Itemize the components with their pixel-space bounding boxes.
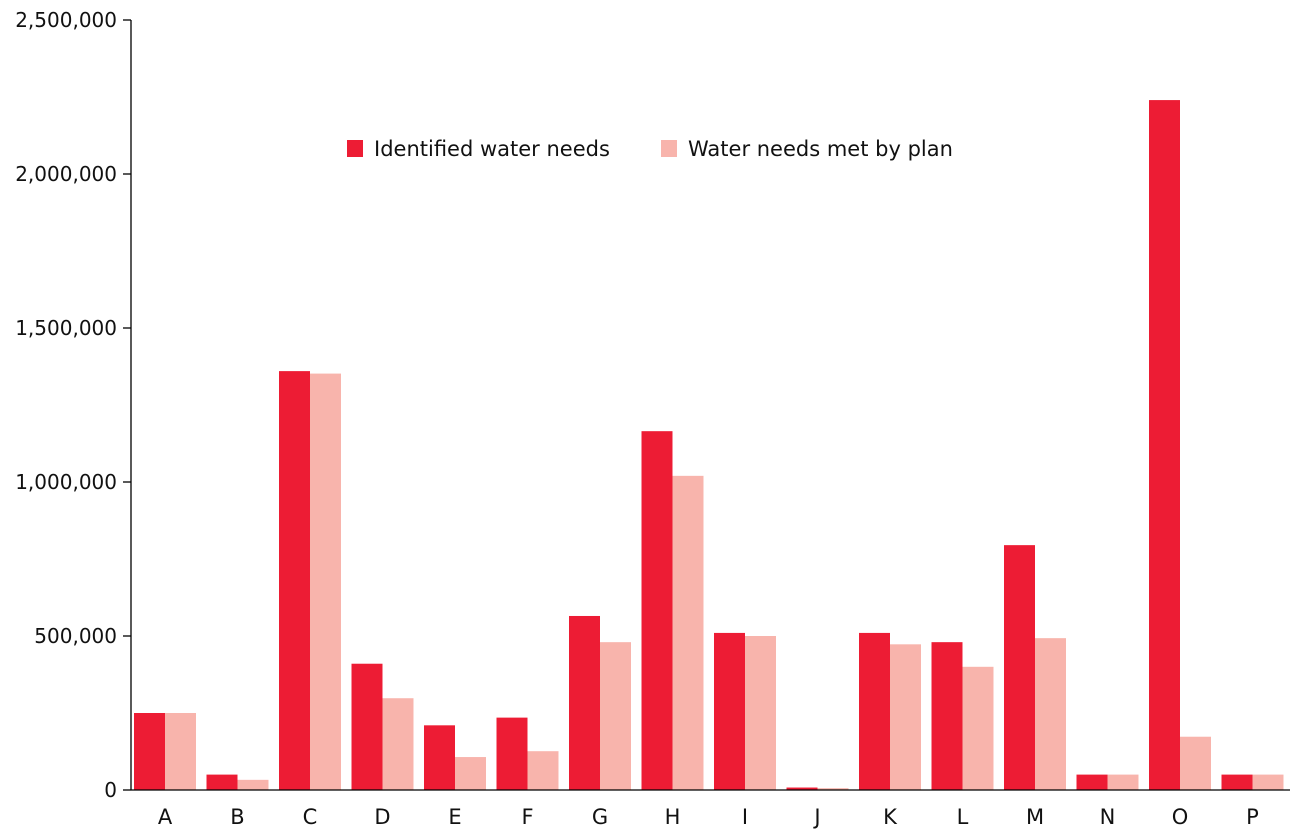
x-tick-label: O xyxy=(1172,805,1189,829)
y-tick-label: 1,000,000 xyxy=(15,470,117,494)
bar-J-series-0 xyxy=(786,787,818,790)
x-tick-label: L xyxy=(957,805,969,829)
bar-L-series-1 xyxy=(962,666,994,790)
bar-C-series-0 xyxy=(279,371,310,790)
x-tick-label: K xyxy=(883,805,898,829)
bar-I-series-1 xyxy=(745,636,776,790)
x-tick-label: J xyxy=(812,805,820,829)
y-tick-label: 2,000,000 xyxy=(15,162,117,186)
bar-K-series-0 xyxy=(859,632,890,790)
bar-H-series-0 xyxy=(641,431,673,790)
bar-F-series-0 xyxy=(496,717,528,790)
x-tick-label: P xyxy=(1246,805,1259,829)
y-tick-label: 0 xyxy=(104,778,117,802)
bar-J-series-1 xyxy=(817,788,849,790)
legend: Identified water needs Water needs met by… xyxy=(347,137,953,161)
bar-group xyxy=(134,100,1284,790)
bar-K-series-1 xyxy=(890,644,921,790)
x-axis-labels: A B C D E F G H I J K L M N O P xyxy=(158,805,1259,829)
legend-swatch xyxy=(661,140,677,157)
bar-M-series-1 xyxy=(1035,638,1066,790)
bar-C-series-1 xyxy=(310,373,341,790)
bar-I-series-0 xyxy=(714,632,745,790)
legend-label: Identified water needs xyxy=(374,137,610,161)
x-tick-label: D xyxy=(374,805,390,829)
bar-L-series-0 xyxy=(931,642,963,790)
bar-N-series-0 xyxy=(1076,774,1108,790)
x-tick-label: N xyxy=(1100,805,1116,829)
bar-B-series-0 xyxy=(206,774,238,790)
bar-O-series-0 xyxy=(1149,100,1180,790)
y-tick-label: 1,500,000 xyxy=(15,316,117,340)
bar-G-series-1 xyxy=(600,642,631,790)
bar-F-series-1 xyxy=(527,751,559,790)
bar-O-series-1 xyxy=(1180,736,1211,790)
bar-E-series-1 xyxy=(455,757,486,790)
x-tick-label: F xyxy=(521,805,533,829)
bar-N-series-1 xyxy=(1107,774,1139,790)
bar-D-series-0 xyxy=(351,663,383,790)
x-tick-label: G xyxy=(592,805,608,829)
bar-P-series-0 xyxy=(1221,774,1253,790)
bar-A-series-0 xyxy=(134,713,165,790)
bar-M-series-0 xyxy=(1004,545,1035,790)
bar-B-series-1 xyxy=(237,779,269,790)
bar-H-series-1 xyxy=(672,475,704,790)
bar-G-series-0 xyxy=(569,615,600,790)
legend-swatch xyxy=(347,140,363,157)
y-axis-ticks: 0 500,000 1,000,000 1,500,000 2,000,000 2,500… xyxy=(15,8,131,802)
y-tick-label: 500,000 xyxy=(34,624,117,648)
bar-E-series-0 xyxy=(424,725,455,790)
x-tick-label: E xyxy=(448,805,461,829)
x-tick-label: I xyxy=(742,805,748,829)
bar-P-series-1 xyxy=(1252,774,1284,790)
x-tick-label: H xyxy=(665,805,681,829)
x-tick-label: C xyxy=(303,805,318,829)
x-tick-label: B xyxy=(230,805,244,829)
y-tick-label: 2,500,000 xyxy=(15,8,117,32)
x-tick-label: M xyxy=(1026,805,1044,829)
bar-D-series-1 xyxy=(382,698,414,790)
bar-A-series-1 xyxy=(165,713,196,790)
x-tick-label: A xyxy=(158,805,173,829)
legend-label: Water needs met by plan xyxy=(688,137,953,161)
